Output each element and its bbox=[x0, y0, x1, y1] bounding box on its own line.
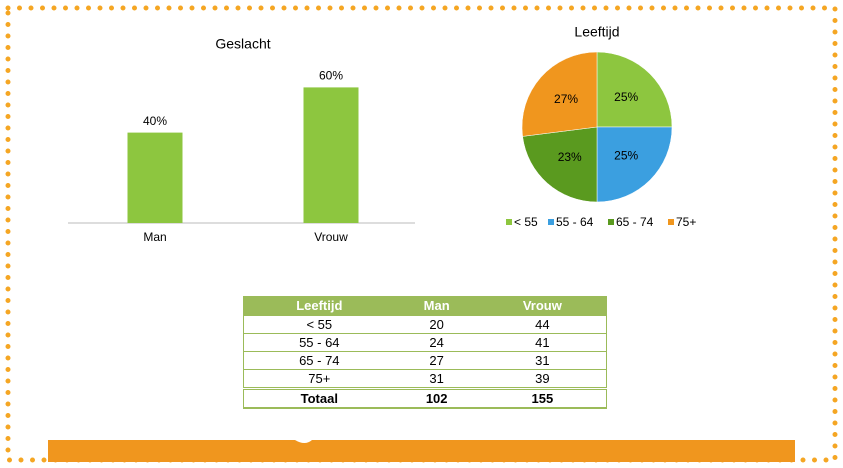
slice-label: 27% bbox=[554, 92, 578, 106]
table-cell: 155 bbox=[478, 387, 607, 409]
table-cell: Man bbox=[394, 296, 479, 316]
table-cell: Totaal bbox=[243, 387, 395, 409]
table-cell: 31 bbox=[394, 369, 479, 389]
table-cell: Leeftijd bbox=[243, 296, 395, 316]
table-header: Leeftijd Man Vrouw bbox=[243, 296, 607, 316]
legend-label: 75+ bbox=[676, 215, 696, 229]
legend-swatch bbox=[608, 219, 614, 225]
value-label: 60% bbox=[319, 69, 343, 83]
footer-bar bbox=[48, 440, 795, 462]
table-row: 75+ 31 39 bbox=[243, 369, 607, 389]
table-cell: 75+ bbox=[243, 369, 395, 389]
table-cell: 39 bbox=[478, 369, 607, 389]
footer-notch bbox=[295, 440, 312, 443]
legend-label: 55 - 64 bbox=[556, 215, 594, 229]
x-tick-label: Man bbox=[143, 230, 166, 244]
table-cell: < 55 bbox=[243, 315, 395, 334]
x-tick-label: Vrouw bbox=[314, 230, 348, 244]
legend-swatch bbox=[506, 219, 512, 225]
slice-label: 25% bbox=[614, 148, 638, 162]
value-label: 40% bbox=[143, 114, 167, 128]
bar-title: Geslacht bbox=[215, 36, 270, 52]
pie-slice bbox=[596, 126, 673, 203]
slice-label: 23% bbox=[558, 150, 582, 164]
table-row: < 55 20 44 bbox=[243, 315, 607, 334]
table-cell: 27 bbox=[394, 351, 479, 370]
table-cell: 44 bbox=[478, 315, 607, 334]
legend-swatch bbox=[668, 219, 674, 225]
legend-swatch bbox=[548, 219, 554, 225]
bar bbox=[127, 132, 183, 223]
table-row: 65 - 74 27 31 bbox=[243, 351, 607, 370]
table-cell: 41 bbox=[478, 333, 607, 352]
pie-slice bbox=[596, 51, 673, 128]
legend-label: < 55 bbox=[514, 215, 538, 229]
table-row: 55 - 64 24 41 bbox=[243, 333, 607, 352]
table-cell: 24 bbox=[394, 333, 479, 352]
table-cell: 20 bbox=[394, 315, 479, 334]
table-total: Totaal 102 155 bbox=[243, 387, 607, 409]
slice-label: 25% bbox=[614, 90, 638, 104]
table-cell: 55 - 64 bbox=[243, 333, 395, 352]
data-table: Leeftijd Man Vrouw < 55 20 44 55 - 64 24 41 65 - … bbox=[243, 296, 607, 409]
pie-slice bbox=[522, 126, 598, 203]
table-cell: 31 bbox=[478, 351, 607, 370]
pie-slice bbox=[521, 51, 598, 137]
table-cell: 65 - 74 bbox=[243, 351, 395, 370]
bar bbox=[303, 87, 359, 224]
table-cell: Vrouw bbox=[478, 296, 607, 316]
legend-label: 65 - 74 bbox=[616, 215, 654, 229]
pie-title: Leeftijd bbox=[574, 24, 619, 40]
table-cell: 102 bbox=[394, 387, 479, 409]
